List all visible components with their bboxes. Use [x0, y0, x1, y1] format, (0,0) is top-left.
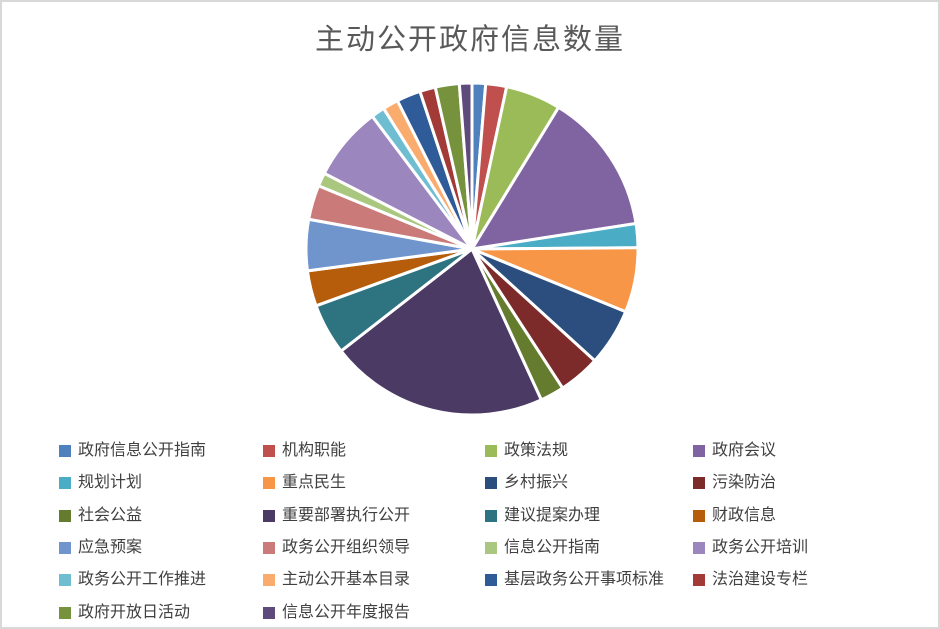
chart-title: 主动公开政府信息数量	[314, 24, 625, 56]
pie-slice-4	[470, 105, 638, 251]
pie-slice-22	[457, 81, 474, 251]
pie-slice-10	[339, 247, 543, 417]
